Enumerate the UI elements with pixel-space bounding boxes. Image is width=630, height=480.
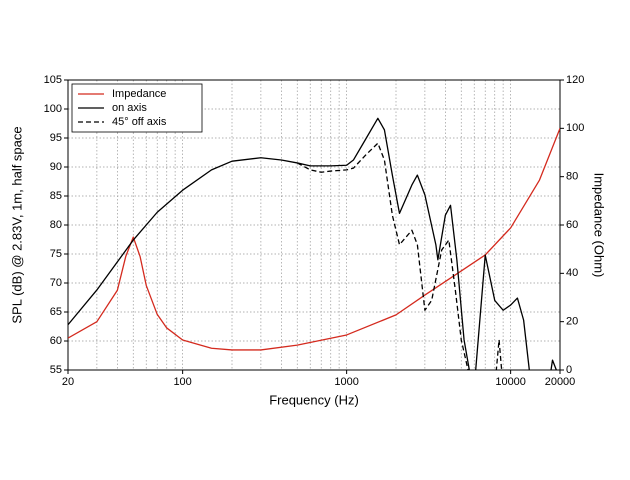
x-axis-label: Frequency (Hz) — [269, 392, 359, 407]
legend-label: 45° off axis — [112, 116, 167, 128]
y2-tick-label: 100 — [566, 122, 584, 134]
y-tick-label: 95 — [50, 132, 62, 144]
y-tick-label: 90 — [50, 161, 62, 173]
x-tick-label: 1000 — [334, 376, 358, 388]
y2-tick-label: 60 — [566, 219, 578, 231]
plot-frame — [67, 79, 561, 371]
series-line — [68, 128, 560, 351]
y-tick-label: 85 — [50, 190, 62, 202]
legend-label: on axis — [112, 102, 147, 114]
series-line — [68, 117, 558, 370]
legend-label: Impedance — [112, 88, 166, 100]
y2-tick-label: 0 — [566, 364, 572, 376]
y2-tick-label: 20 — [566, 316, 578, 328]
y-tick-label: 55 — [50, 364, 62, 376]
y2-tick-label: 120 — [566, 74, 584, 86]
x-tick-label: 20000 — [545, 376, 576, 388]
x-tick-label: 20 — [62, 376, 74, 388]
y-tick-label: 75 — [50, 248, 62, 260]
y-tick-label: 100 — [44, 103, 62, 115]
y-tick-label: 60 — [50, 335, 62, 347]
y-tick-label: 70 — [50, 277, 62, 289]
y2-tick-label: 80 — [566, 171, 578, 183]
y2-axis-label: Impedance (Ohm) — [592, 173, 607, 278]
x-tick-label: 100 — [173, 376, 191, 388]
plot-area — [68, 117, 560, 370]
y-tick-label: 65 — [50, 306, 62, 318]
x-tick-label: 10000 — [495, 376, 526, 388]
y2-tick-label: 40 — [566, 267, 578, 279]
y-axis-label: SPL (dB) @ 2.83V, 1m, half space — [9, 126, 24, 323]
series-line — [296, 142, 503, 370]
y-tick-label: 105 — [44, 74, 62, 86]
y-tick-label: 80 — [50, 219, 62, 231]
